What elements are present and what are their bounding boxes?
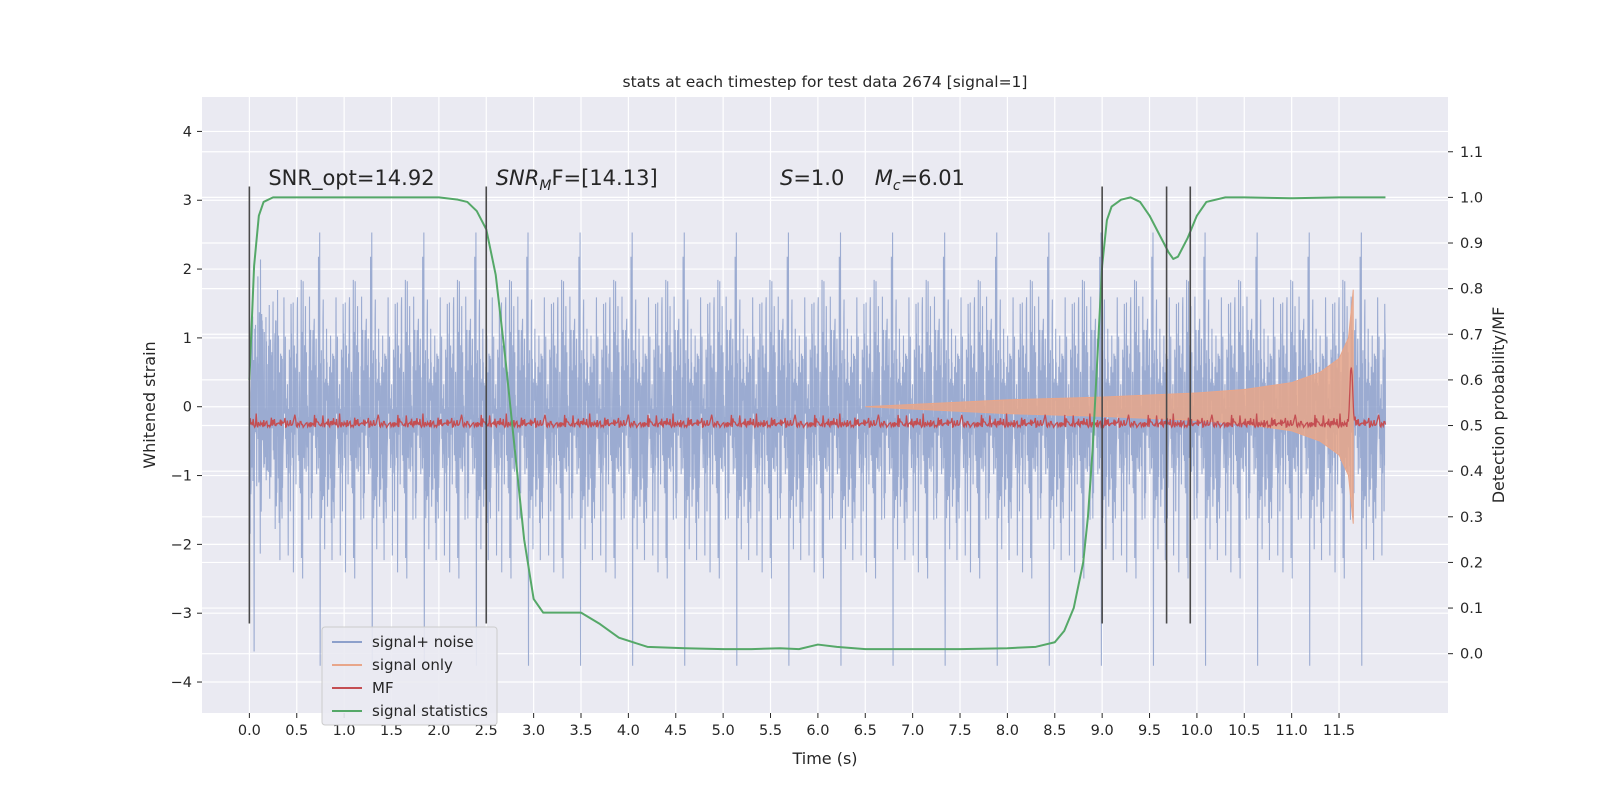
x-tick-label: 0.0 — [238, 723, 261, 739]
legend-box — [321, 626, 498, 726]
x-tick-label: 2.5 — [475, 723, 498, 739]
legend: signal+ noise signal only MF signal statist… — [321, 626, 498, 726]
x-tick-label: 2.0 — [427, 723, 450, 739]
x-tick-label: 7.0 — [901, 723, 924, 739]
x-tick-label: 8.5 — [1043, 723, 1066, 739]
series-line-mf — [248, 367, 1387, 429]
vertical-markers — [248, 186, 1192, 624]
x-tick-label: 3.5 — [569, 723, 592, 739]
x-tick-label: 4.5 — [664, 723, 687, 739]
y-tick-label: −1 — [171, 469, 192, 485]
x-tick-label: 11.0 — [1276, 723, 1308, 739]
x-tick-label: 1.5 — [380, 723, 403, 739]
annotations: SNR_opt=14.92 SNRMF=[14.13] S=1.0 Mc=6.01 — [268, 166, 965, 194]
y-tick-label: 4 — [183, 124, 192, 140]
y2-tick-label: 0.1 — [1460, 601, 1483, 617]
x-tick-label: 9.0 — [1091, 723, 1114, 739]
y2-tick-label: 0.9 — [1460, 236, 1483, 252]
y2-tick-label: 1.1 — [1460, 145, 1483, 161]
x-tick-label: 6.5 — [854, 723, 877, 739]
x-tick-label: 0.5 — [285, 723, 308, 739]
y-tick-label: 2 — [183, 262, 192, 278]
legend-label: signal only — [372, 656, 453, 674]
x-tick-label: 10.0 — [1181, 723, 1213, 739]
x-tick-label: 11.5 — [1323, 723, 1355, 739]
x-tick-label: 8.0 — [996, 723, 1019, 739]
series-layer — [248, 196, 1387, 666]
x-tick-label: 5.5 — [759, 723, 782, 739]
y2-tick-label: 1.0 — [1460, 190, 1483, 206]
y-tick-label: 3 — [183, 193, 192, 209]
y2-tick-label: 0.8 — [1460, 282, 1483, 298]
y-tick-label: −2 — [171, 537, 192, 553]
x-tick-label: 6.0 — [806, 723, 829, 739]
y-tick-label: −3 — [171, 606, 192, 622]
y-tick-label: 1 — [183, 331, 192, 347]
y2-tick-label: 0.5 — [1460, 419, 1483, 435]
y-axis-label: Whitened strain — [140, 341, 159, 468]
x-tick-label: 10.5 — [1228, 723, 1260, 739]
x-tick-label: 3.0 — [522, 723, 545, 739]
y2-axis-label: Detection probability/MF — [1489, 307, 1508, 504]
y2-tick-label: 0.3 — [1460, 510, 1483, 526]
y2-tick-label: 0.6 — [1460, 373, 1483, 389]
legend-label: signal+ noise — [372, 633, 474, 651]
legend-label: MF — [372, 679, 394, 697]
y2-tick-label: 0.7 — [1460, 327, 1483, 343]
x-axis-label: Time (s) — [791, 749, 857, 768]
x-tick-label: 1.0 — [333, 723, 356, 739]
x-tick-label: 4.0 — [617, 723, 640, 739]
annotation-text: SNR_opt=14.92 — [268, 166, 434, 191]
y2-tick-label: 0.4 — [1460, 464, 1483, 480]
y-tick-label: −4 — [171, 675, 192, 691]
legend-label: signal statistics — [372, 702, 488, 720]
x-tick-label: 7.5 — [948, 723, 971, 739]
series-line-signal-noise — [248, 232, 1387, 666]
y-tick-label: 0 — [183, 400, 192, 416]
y2-tick-label: 0.2 — [1460, 555, 1483, 571]
x-tick-label: 9.5 — [1138, 723, 1161, 739]
annotation-text: S=1.0 — [780, 166, 844, 190]
chart-title: stats at each timestep for test data 267… — [623, 73, 1028, 91]
x-tick-label: 5.0 — [712, 723, 735, 739]
annotation-text: SNRMF=[14.13] — [496, 166, 658, 194]
y2-tick-label: 0.0 — [1460, 647, 1483, 663]
annotation-text: Mc=6.01 — [875, 166, 965, 194]
axes: 0.0 0.5 1.0 1.5 2.0 2.5 3.0 3.5 4.0 4.5 5.0 5.5 6.0 6… — [171, 124, 1483, 739]
